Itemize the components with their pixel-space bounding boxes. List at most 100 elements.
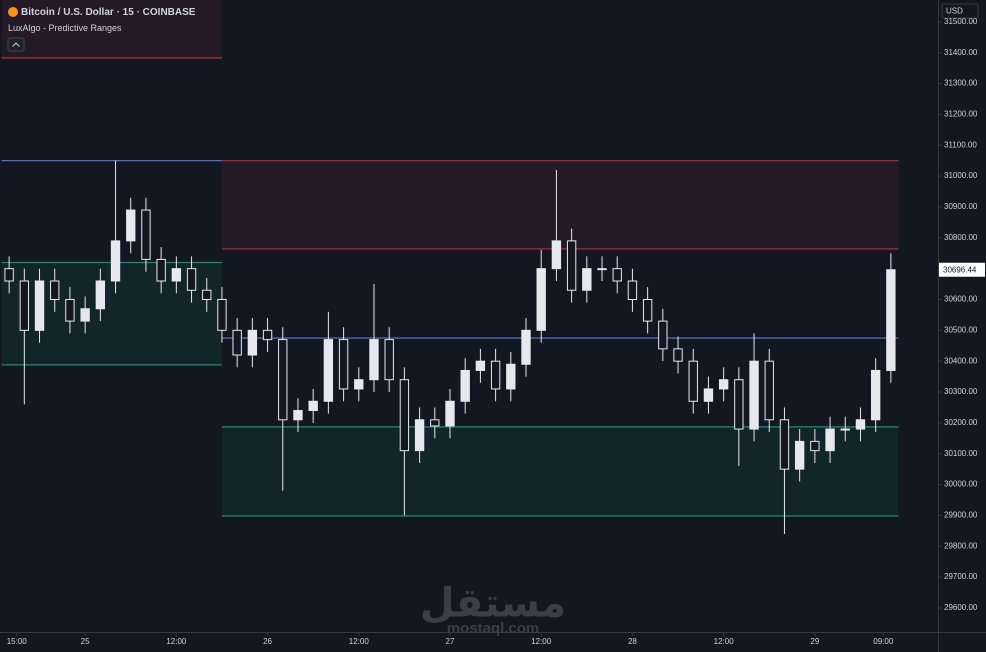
candle-body — [369, 339, 379, 381]
candle-body — [278, 339, 288, 421]
y-tick-label: 31100.00 — [944, 140, 977, 149]
plot — [1, 0, 899, 534]
candle-body — [95, 280, 106, 310]
symbol-icon — [8, 7, 18, 17]
candle-body — [141, 209, 151, 260]
candle-body — [521, 329, 531, 365]
y-tick-label: 30000.00 — [944, 480, 978, 489]
candle-body — [597, 268, 607, 271]
currency: USD — [946, 7, 963, 16]
candle-body — [794, 440, 805, 470]
candle-body — [126, 209, 136, 242]
candle-body — [506, 363, 516, 390]
candle-body — [870, 369, 881, 421]
y-tick-label: 30500.00 — [944, 325, 978, 334]
candle-body — [323, 339, 334, 402]
y-tick-label: 29800.00 — [944, 541, 978, 550]
y-tick-label: 30300.00 — [944, 387, 978, 396]
candle-body — [855, 419, 866, 430]
candle-body — [110, 240, 121, 282]
x-tick-label: 09:00 — [873, 637, 894, 646]
candle-body — [430, 419, 440, 427]
candle-body — [156, 258, 166, 282]
candle-body — [34, 280, 45, 331]
y-tick-label: 29700.00 — [944, 572, 978, 581]
candle-body — [642, 298, 653, 322]
x-tick-label: 12:00 — [349, 637, 370, 646]
candle-body — [718, 379, 729, 390]
candle-body — [749, 360, 759, 430]
candle-body — [202, 289, 212, 300]
y-tick-label: 31200.00 — [944, 110, 978, 119]
x-tick-label: 25 — [81, 637, 90, 646]
candle-body — [217, 298, 227, 331]
candle-body — [582, 268, 592, 291]
candle-body — [536, 268, 546, 331]
candle-body — [399, 379, 410, 452]
candle-body — [384, 339, 394, 381]
last-price-box — [939, 262, 985, 277]
candle-body — [293, 410, 303, 421]
candle-body — [460, 369, 470, 402]
x-tick-label: 12:00 — [531, 637, 552, 646]
candle-body — [414, 419, 425, 452]
y-tick-label: 29600.00 — [944, 603, 978, 612]
collapse-icon — [12, 42, 20, 47]
y-tick-label: 30600.00 — [944, 295, 978, 304]
symbol-title[interactable]: Bitcoin / U.S. Dollar · 15 · COINBASE — [21, 7, 196, 18]
candle-body — [247, 329, 258, 356]
candle-body — [840, 428, 850, 431]
candle-body — [186, 268, 197, 291]
y-tick-label: 31400.00 — [944, 48, 978, 57]
last-price-label: 30696.44 — [943, 265, 977, 274]
candle-body — [232, 329, 242, 356]
candle-body — [734, 379, 744, 430]
candle-body — [80, 308, 90, 322]
x-tick-label: 29 — [810, 637, 819, 646]
candle-body — [688, 360, 698, 402]
candle-body — [354, 379, 364, 390]
currency-box[interactable] — [941, 3, 979, 19]
y-tick-label: 31000.00 — [944, 171, 978, 180]
resistance-zone — [1, 0, 222, 58]
candle-body — [475, 360, 486, 371]
candle-body — [19, 280, 30, 331]
y-tick-label: 30900.00 — [944, 202, 978, 211]
resistance-zone — [221, 160, 899, 249]
y-tick-label: 30400.00 — [944, 356, 978, 365]
y-tick-label: 30100.00 — [944, 449, 978, 458]
candle-body — [886, 269, 896, 371]
y-tick-label: 30200.00 — [944, 418, 978, 427]
y-tick-label: 31300.00 — [944, 79, 978, 88]
candle-body — [338, 339, 349, 390]
y-tick-label: 30800.00 — [944, 233, 978, 242]
support-zone — [221, 426, 899, 517]
collapse-button[interactable] — [7, 37, 25, 52]
indicator-name[interactable]: LuxAlgo - Predictive Ranges — [8, 23, 122, 33]
candle-body — [262, 329, 273, 341]
candle-body — [490, 360, 501, 390]
x-tick-label: 27 — [446, 637, 455, 646]
x-tick-label: 26 — [263, 637, 272, 646]
candle-body — [612, 268, 622, 282]
candle-body — [445, 400, 455, 427]
candle-body — [171, 268, 182, 282]
candle-body — [50, 280, 60, 300]
x-tick-label: 12:00 — [714, 637, 735, 646]
candle-body — [673, 348, 683, 362]
candle-body — [810, 440, 820, 452]
x-tick-label: 12:00 — [166, 637, 187, 646]
candle-body — [779, 419, 790, 470]
candle-body — [551, 240, 562, 270]
y-tick-label: 31500.00 — [944, 17, 978, 26]
watermark-url: mostaql.com — [447, 620, 540, 637]
y-tick-label: 29900.00 — [944, 511, 978, 520]
candle-body — [764, 360, 774, 421]
watermark: مستقل — [420, 582, 566, 626]
candle-body — [4, 268, 14, 282]
x-tick-label: 15:00 — [7, 637, 28, 646]
candle-body — [825, 428, 835, 452]
x-tick-label: 28 — [628, 637, 637, 646]
candle-body — [703, 388, 714, 402]
